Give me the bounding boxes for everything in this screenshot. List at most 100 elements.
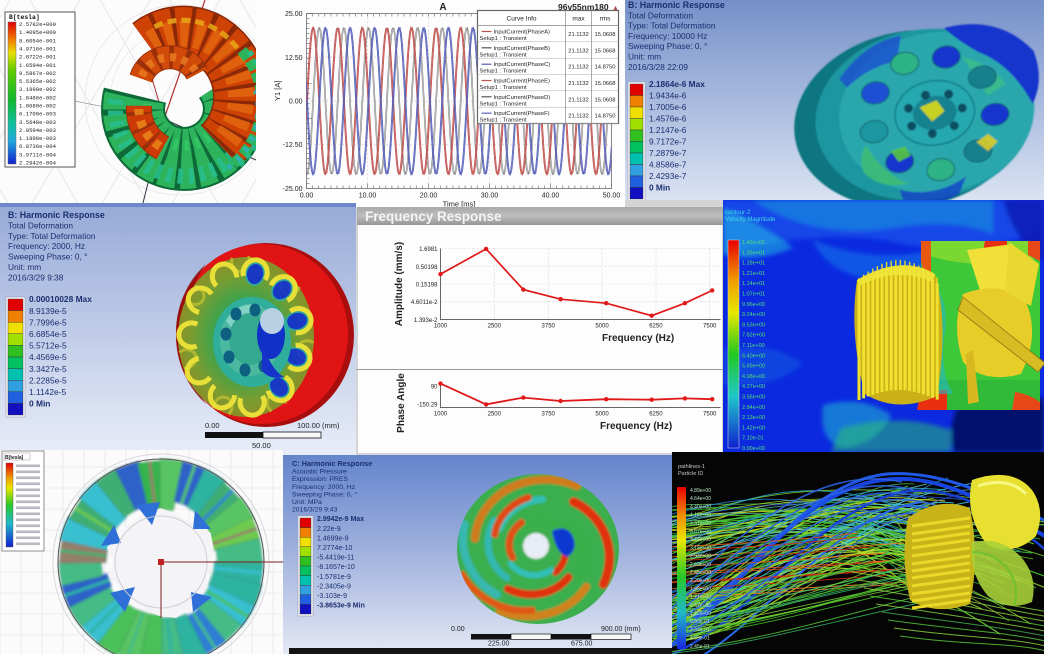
svg-text:6250: 6250 xyxy=(649,324,663,330)
svg-text:14.8750: 14.8750 xyxy=(595,114,616,120)
svg-text:2.8722e-001: 2.8722e-001 xyxy=(19,54,57,61)
svg-text:2.84e+00: 2.84e+00 xyxy=(742,405,765,411)
svg-text:8.6054e-001: 8.6054e-001 xyxy=(19,37,57,44)
svg-text:1.4699e-9: 1.4699e-9 xyxy=(317,535,349,542)
svg-text:20.00: 20.00 xyxy=(420,193,438,200)
svg-text:3.67e+00: 3.67e+00 xyxy=(690,529,711,535)
svg-text:A: A xyxy=(439,2,446,13)
svg-text:21.1132: 21.1132 xyxy=(568,114,589,120)
svg-text:1.6981: 1.6981 xyxy=(419,247,438,253)
svg-text:Setup1 : Transient: Setup1 : Transient xyxy=(480,85,527,91)
svg-text:3.9711e-004: 3.9711e-004 xyxy=(19,151,57,158)
svg-text:0.00: 0.00 xyxy=(451,626,465,633)
svg-text:25.00: 25.00 xyxy=(285,11,303,18)
svg-text:max: max xyxy=(572,16,585,23)
svg-text:Phase Angle: Phase Angle xyxy=(396,373,407,433)
svg-text:15.0668: 15.0668 xyxy=(595,81,616,87)
svg-text:Unit: MPa: Unit: MPa xyxy=(292,499,322,506)
svg-text:1.4576e-6: 1.4576e-6 xyxy=(649,114,687,124)
svg-text:6250: 6250 xyxy=(649,412,663,418)
svg-text:3.42e+00: 3.42e+00 xyxy=(690,537,711,543)
svg-text:rms: rms xyxy=(600,16,612,23)
svg-text:0.00: 0.00 xyxy=(205,421,220,430)
svg-text:0.00010028 Max: 0.00010028 Max xyxy=(29,294,92,304)
svg-text:3.3427e-5: 3.3427e-5 xyxy=(29,364,67,374)
svg-text:15.0608: 15.0608 xyxy=(595,32,616,38)
svg-text:5.5365e-002: 5.5365e-002 xyxy=(19,78,56,85)
svg-text:96v55nm180: 96v55nm180 xyxy=(558,2,609,12)
svg-text:6.40e+00: 6.40e+00 xyxy=(742,353,765,359)
svg-text:7.7996e-5: 7.7996e-5 xyxy=(29,317,67,327)
svg-text:5.69e+00: 5.69e+00 xyxy=(742,364,765,370)
svg-text:0 Min: 0 Min xyxy=(29,399,50,409)
svg-text:1.9434e-6: 1.9434e-6 xyxy=(649,91,687,101)
svg-text:1.42e+00: 1.42e+00 xyxy=(742,425,765,431)
svg-text:4.27e+00: 4.27e+00 xyxy=(742,384,765,390)
svg-text:Amplitude (mm/s): Amplitude (mm/s) xyxy=(394,242,405,326)
svg-text:50.00: 50.00 xyxy=(252,441,271,450)
svg-text:1.22e+00: 1.22e+00 xyxy=(690,611,711,617)
svg-text:7.10e-01: 7.10e-01 xyxy=(742,436,764,442)
svg-text:7.2774e-10: 7.2774e-10 xyxy=(317,545,353,552)
svg-text:0.00: 0.00 xyxy=(289,99,303,106)
svg-text:15.0668: 15.0668 xyxy=(595,48,616,54)
svg-text:10.00: 10.00 xyxy=(359,193,377,200)
svg-text:30.00: 30.00 xyxy=(481,193,499,200)
svg-text:-8.1657e-10: -8.1657e-10 xyxy=(317,564,355,571)
svg-text:1.96e+00: 1.96e+00 xyxy=(690,586,711,592)
svg-text:2.13e+00: 2.13e+00 xyxy=(742,415,765,421)
svg-text:1.35e+01: 1.35e+01 xyxy=(742,250,765,256)
svg-text:pathlines-1: pathlines-1 xyxy=(678,464,705,470)
svg-text:8.53e+00: 8.53e+00 xyxy=(742,322,765,328)
svg-text:B[tesla]: B[tesla] xyxy=(9,14,40,21)
svg-text:675.00: 675.00 xyxy=(571,641,593,648)
svg-text:Particle ID: Particle ID xyxy=(678,471,703,477)
svg-text:Curve Info: Curve Info xyxy=(507,16,537,23)
svg-text:1000: 1000 xyxy=(434,324,448,330)
svg-text:9.5867e-002: 9.5867e-002 xyxy=(19,70,56,77)
svg-text:Time [ms]: Time [ms] xyxy=(443,200,476,208)
svg-text:InputCurrent(PhaseB): InputCurrent(PhaseB) xyxy=(494,46,550,52)
svg-text:50.00: 50.00 xyxy=(603,193,621,200)
svg-text:0.00: 0.00 xyxy=(300,193,314,200)
svg-text:2.1864e-6 Max: 2.1864e-6 Max xyxy=(649,79,705,89)
svg-text:3.18e+00: 3.18e+00 xyxy=(690,545,711,551)
svg-text:3.5648e-003: 3.5648e-003 xyxy=(19,119,56,126)
svg-text:-5.4419e-11: -5.4419e-11 xyxy=(317,555,354,562)
svg-text:1.4095e+000: 1.4095e+000 xyxy=(19,29,57,36)
svg-text:Frequency (Hz): Frequency (Hz) xyxy=(600,421,672,432)
svg-text:1.8486e-002: 1.8486e-002 xyxy=(19,94,56,101)
svg-text:Sweeping Phase: 0, °: Sweeping Phase: 0, ° xyxy=(292,490,357,498)
svg-text:21.1132: 21.1132 xyxy=(568,32,589,38)
svg-text:6.8736e-004: 6.8736e-004 xyxy=(19,143,57,150)
svg-text:7.82e+00: 7.82e+00 xyxy=(742,333,765,339)
svg-text:Velocity Magnitude: Velocity Magnitude xyxy=(725,217,776,223)
svg-text:3.1998e-002: 3.1998e-002 xyxy=(19,86,56,93)
svg-text:B: Harmonic Response: B: Harmonic Response xyxy=(8,210,105,220)
svg-text:4.64e+00: 4.64e+00 xyxy=(690,496,711,502)
svg-text:2.9942e-9 Max: 2.9942e-9 Max xyxy=(317,516,364,523)
svg-text:9.80e-01: 9.80e-01 xyxy=(690,619,710,625)
svg-text:1.28e+01: 1.28e+01 xyxy=(742,261,765,267)
svg-text:7500: 7500 xyxy=(703,412,717,418)
svg-text:2.4293e-7: 2.4293e-7 xyxy=(649,171,687,181)
svg-text:Frequency: 2000, Hz: Frequency: 2000, Hz xyxy=(8,241,85,251)
svg-text:Total Deformation: Total Deformation xyxy=(8,220,73,230)
svg-text:0.00e+00: 0.00e+00 xyxy=(742,446,765,452)
svg-text:1.0680e-002: 1.0680e-002 xyxy=(19,103,56,110)
svg-text:9.96e+00: 9.96e+00 xyxy=(742,302,765,308)
svg-text:Setup1 : Transient: Setup1 : Transient xyxy=(480,101,527,107)
svg-text:Total Deformation: Total Deformation xyxy=(628,10,693,20)
svg-text:2.2942e-004: 2.2942e-004 xyxy=(19,160,57,167)
svg-text:InputCurrent(PhaseA): InputCurrent(PhaseA) xyxy=(494,30,550,36)
svg-text:2016/3/28 22:09: 2016/3/28 22:09 xyxy=(628,62,688,72)
svg-text:2016/3/29 9:43: 2016/3/29 9:43 xyxy=(292,507,338,514)
svg-text:3750: 3750 xyxy=(542,324,556,330)
svg-text:2.20e+00: 2.20e+00 xyxy=(690,578,711,584)
svg-text:2.94e+00: 2.94e+00 xyxy=(690,554,711,560)
svg-text:1.7005e-6: 1.7005e-6 xyxy=(649,102,687,112)
svg-text:Sweeping Phase: 0, °: Sweeping Phase: 0, ° xyxy=(8,252,87,262)
svg-text:4.89e-01: 4.89e-01 xyxy=(690,636,710,642)
svg-text:contour-2: contour-2 xyxy=(725,210,751,216)
svg-text:0.50198: 0.50198 xyxy=(416,265,438,271)
